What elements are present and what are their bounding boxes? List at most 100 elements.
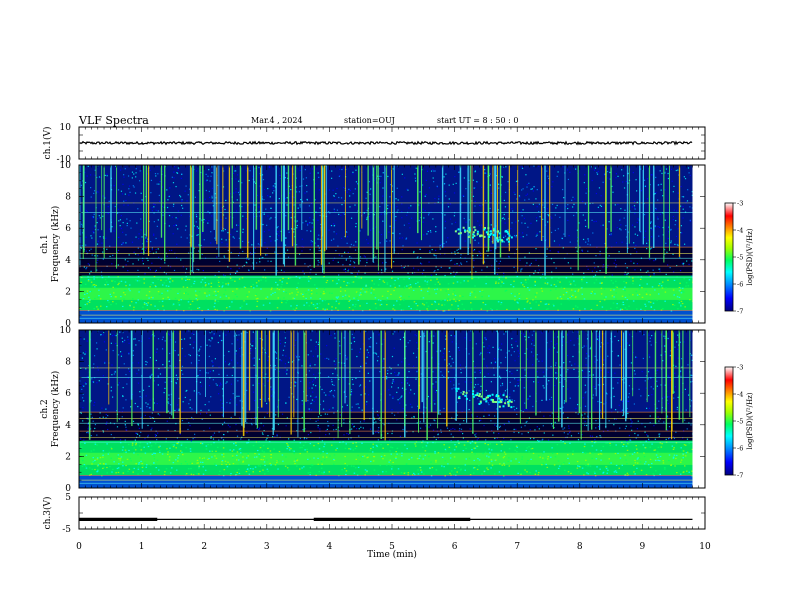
spectrogram-pixel (573, 203, 575, 205)
spectrogram-pixel (209, 332, 211, 334)
spectrogram-pixel (684, 306, 686, 308)
spectrogram-pixel (225, 239, 227, 241)
spectrogram-pixel (274, 186, 276, 188)
spectrogram-pixel (684, 178, 687, 180)
spectrogram-pixel (190, 285, 193, 288)
spectrogram-pixel (161, 284, 164, 286)
spectrogram-pixel (392, 232, 394, 234)
spectrogram-pixel (426, 233, 428, 235)
spectrogram-pixel (140, 407, 142, 410)
spectrogram-pixel (620, 346, 622, 348)
spectrogram-pixel (331, 298, 334, 300)
spectrogram-pixel (442, 356, 444, 358)
spectrogram-pixel (485, 389, 487, 392)
ch1-colorbar-label: log(PSD)(V²/Hz) (746, 228, 754, 285)
spectrogram-pixel (322, 268, 324, 270)
spectrogram-pixel (472, 266, 475, 268)
spectrogram-pixel (389, 240, 391, 242)
spectrogram-pixel (450, 272, 452, 275)
spectrogram-pixel (608, 255, 610, 257)
spectrogram-pixel (109, 333, 112, 335)
spectrogram-pixel (646, 283, 648, 285)
spectrogram-pixel (576, 229, 579, 231)
spectrogram-pixel (296, 287, 298, 289)
spectrogram-pixel (174, 341, 177, 343)
spectrogram-pixel (265, 280, 267, 282)
spectrogram-pixel (124, 424, 126, 426)
spectrogram-pixel (141, 199, 143, 201)
spectrogram-pixel (186, 438, 188, 441)
spectrogram-pixel (437, 281, 440, 283)
spectrogram-pixel (452, 293, 454, 295)
spectrogram-pixel (627, 400, 630, 402)
spectrogram-pixel (137, 276, 140, 278)
spectrogram-pixel (346, 231, 348, 233)
spectrogram-pixel (628, 392, 630, 395)
spectrogram-pixel (676, 406, 678, 409)
spectrogram-pixel (311, 222, 313, 224)
spectrogram-pixel (100, 378, 102, 380)
spectrogram-pixel (142, 263, 144, 265)
spectrogram-pixel (351, 406, 353, 408)
spectrogram-pixel (503, 199, 505, 202)
spectrogram-pixel (547, 439, 550, 441)
spectrogram-pixel (368, 346, 371, 348)
spectrogram-pixel (219, 335, 221, 337)
spectrogram-pixel (220, 399, 222, 401)
spectrogram-pixel (99, 412, 101, 414)
spectrogram-pixel (520, 426, 523, 428)
spectrogram-pixel (103, 331, 105, 334)
spectrogram-pixel (456, 229, 458, 231)
spectrogram-pixel (474, 365, 476, 368)
spectrogram-pixel (595, 279, 598, 281)
spectrogram-pixel (109, 228, 111, 230)
spectrogram-pixel (664, 351, 667, 353)
spectrogram-pixel (653, 272, 655, 275)
spectrogram-pixel (238, 190, 240, 192)
spectrogram-pixel (397, 199, 399, 201)
spectrogram-pixel (301, 250, 303, 252)
spectrogram-pixel (677, 192, 679, 194)
spectrogram-pixel (239, 365, 242, 367)
spectrogram-pixel (499, 393, 502, 395)
spectrogram-pixel (504, 235, 507, 237)
spectrogram-pixel (488, 295, 490, 297)
spectrogram-pixel (600, 287, 603, 289)
spectrogram-pixel (105, 237, 107, 239)
spectrogram-pixel (84, 181, 87, 184)
spectrogram-pixel (521, 433, 523, 435)
spectrogram-pixel (392, 396, 394, 398)
spectrogram-pixel (612, 191, 614, 193)
spectrogram-pixel (606, 393, 608, 395)
spectrogram-pixel (391, 185, 393, 187)
spectrogram-pixel (146, 405, 148, 408)
spectrogram-pixel (244, 286, 247, 289)
spectrogram-pixel (463, 177, 465, 179)
spectrogram-pixel (165, 279, 167, 281)
spectrogram-pixel (371, 289, 373, 292)
spectrogram-pixel (691, 380, 694, 382)
spectrogram-pixel (242, 250, 244, 253)
spectrogram-pixel (592, 202, 594, 204)
spectrogram-pixel (413, 415, 415, 418)
spectrogram-pixel (236, 288, 238, 290)
spectrogram-pixel (359, 421, 362, 423)
spectrogram-pixel (549, 250, 551, 252)
spectrogram-pixel (585, 225, 587, 228)
spectrogram-pixel (611, 274, 613, 276)
spectrogram-pixel (81, 245, 83, 247)
spectrogram-pixel (432, 169, 434, 171)
spectrogram-pixel (213, 291, 216, 293)
spectrogram-pixel (611, 295, 614, 297)
spectrogram-pixel (643, 179, 646, 181)
spectrogram-pixel (487, 373, 489, 375)
spectrogram-pixel (262, 304, 265, 306)
spectrogram-pixel (107, 206, 109, 208)
spectrogram-pixel (188, 403, 190, 405)
spectrogram-pixel (472, 255, 474, 257)
spectrogram-pixel (405, 237, 408, 239)
spectrogram-pixel (433, 386, 435, 388)
spectrogram-pixel (207, 308, 209, 311)
spectrogram-low-band (79, 475, 693, 488)
spectrogram-pixel (280, 360, 283, 362)
